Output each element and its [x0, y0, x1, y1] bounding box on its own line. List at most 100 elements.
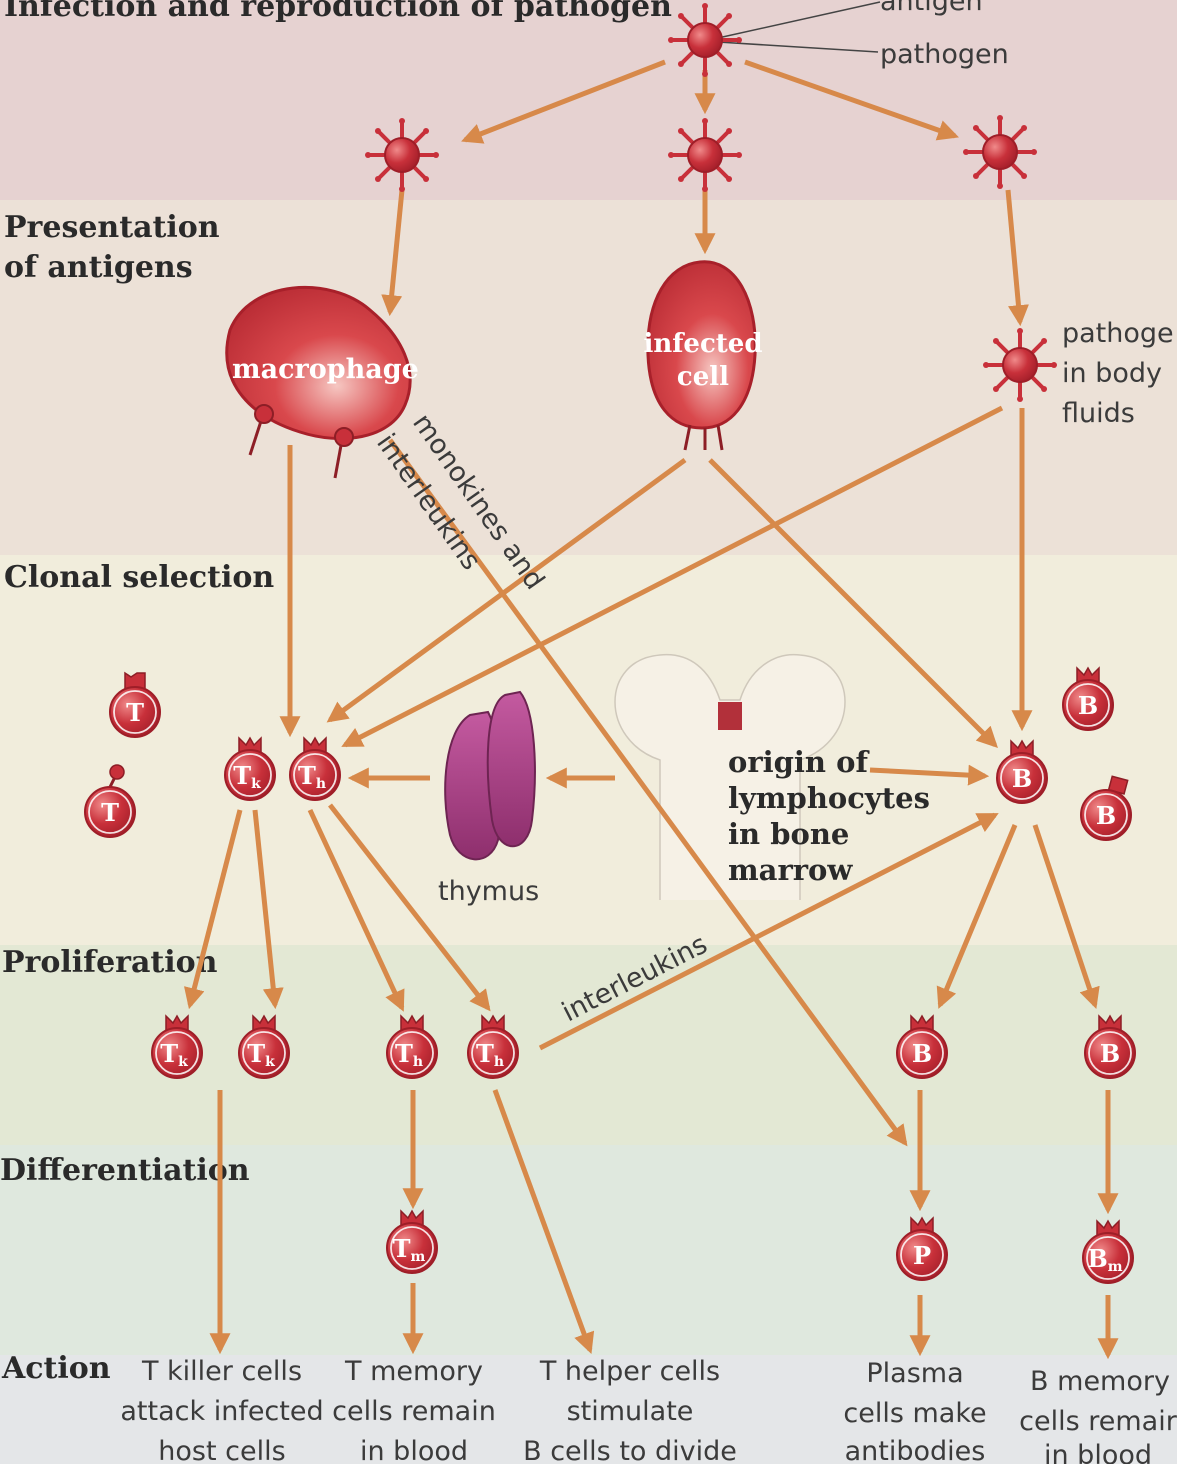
- arrow-th-prolif-1: [307, 808, 405, 1012]
- arrow-pathogen-left: [461, 59, 666, 144]
- action-killer-2: attack infected: [120, 1396, 323, 1427]
- bm-cell: Bm: [1082, 1219, 1134, 1284]
- infected-cell-label-1: infected: [643, 329, 762, 359]
- pathogen-mid-icon: [668, 118, 742, 192]
- action-texts: T killer cells attack infected host cell…: [120, 1356, 1177, 1464]
- arrow-to-macrophage: [381, 189, 405, 317]
- b-cell: B: [1062, 666, 1114, 731]
- band-action: [0, 1355, 1177, 1464]
- tm-cell-label: Tm: [393, 1234, 426, 1265]
- action-memory-b-3: in blood: [1044, 1440, 1152, 1464]
- action-helper-3: B cells to divide: [523, 1436, 737, 1464]
- b-cell-label: B: [912, 1039, 932, 1068]
- b-cell-label: B: [1078, 691, 1098, 720]
- action-killer-3: host cells: [158, 1436, 285, 1464]
- action-killer-1: T killer cells: [141, 1356, 302, 1387]
- plasma-cell: P: [896, 1216, 948, 1281]
- tk-cell-label: Tk: [160, 1039, 188, 1070]
- antigen-label: antigen: [880, 0, 983, 17]
- arrow-infected-th: [326, 457, 687, 723]
- tk-cell: Tk: [238, 1014, 290, 1079]
- action-helper-2: stimulate: [567, 1396, 694, 1427]
- th-cell-label: Th: [395, 1039, 423, 1070]
- t-cell-label: T: [101, 798, 119, 827]
- body-fluids-label-2: in body: [1062, 358, 1162, 389]
- band-differentiation: [0, 1145, 1177, 1355]
- arrow-pathogen-right: [744, 59, 959, 141]
- arrow-b-prolif-2: [1032, 824, 1100, 1009]
- band-title-clonal: Clonal selection: [4, 560, 274, 595]
- thymus-label: thymus: [438, 876, 539, 907]
- tk-cell-label: Tk: [247, 1039, 275, 1070]
- band-title-differentiation: Differentiation: [0, 1153, 250, 1188]
- th-cell: Th: [467, 1014, 519, 1079]
- band-title-infection: Infection and reproduction of pathogen: [4, 0, 672, 24]
- origin-label-4: marrow: [728, 853, 853, 887]
- arrow-marrow-b: [869, 764, 990, 786]
- b-cell-label: B: [1012, 764, 1032, 793]
- action-memory-b-2: cells remair: [1019, 1406, 1177, 1437]
- t-cell-label: T: [126, 698, 144, 727]
- b-cell-label: B: [1096, 801, 1116, 830]
- tk-cell-label: Tk: [233, 761, 261, 792]
- macrophage-cell: macrophage: [225, 285, 419, 479]
- bone-marrow-shape: [614, 653, 846, 900]
- action-plasma-2: cells make: [843, 1398, 986, 1429]
- band-title-proliferation: Proliferation: [2, 945, 218, 980]
- origin-label-2: lymphocytes: [728, 781, 930, 815]
- lymphocyte-group: T T Tk Th B B B Tk Tk Th Th B B Tm P Bm: [84, 666, 1136, 1284]
- arrow-interleukins-b: [538, 812, 999, 1051]
- t-cell: T: [109, 671, 161, 738]
- band-clonal-selection: [0, 555, 1177, 945]
- origin-label-3: in bone: [728, 817, 849, 851]
- thymus-organ: [444, 690, 536, 861]
- tm-cell: Tm: [386, 1209, 438, 1274]
- infected-cell-label-2: cell: [677, 362, 729, 392]
- arrow-monokines-plasma: [387, 438, 908, 1147]
- b-cell: B: [1084, 1014, 1136, 1079]
- antigen-pointer: [717, 1, 881, 39]
- action-plasma-1: Plasma: [866, 1358, 963, 1389]
- b-cell: B: [896, 1014, 948, 1079]
- arrow-tk-prolif-2: [252, 809, 284, 1010]
- action-memory-t-2: cells remain: [332, 1396, 496, 1427]
- pathogen-group: [365, 3, 1057, 402]
- band-title-presentation-1: Presentation: [4, 210, 220, 245]
- infected-cell: infected cell: [643, 260, 763, 451]
- arrows: [184, 59, 1119, 1360]
- bm-cell-label: Bm: [1087, 1244, 1122, 1275]
- band-title-action: Action: [1, 1351, 111, 1386]
- arrow-fluids-th: [341, 405, 1004, 748]
- body-fluids-label-3: fluids: [1062, 398, 1135, 429]
- pathogen-label: pathogen: [880, 39, 1009, 70]
- macrophage-label: macrophage: [232, 354, 419, 385]
- plasma-cell-label: P: [913, 1241, 931, 1270]
- th-cell: Th: [386, 1014, 438, 1079]
- pathogen-right-icon: [963, 115, 1037, 189]
- action-memory-b-1: B memory: [1030, 1366, 1170, 1397]
- arrow-tk-prolif-1: [184, 809, 243, 1010]
- pathogen-pointer: [717, 41, 879, 53]
- action-memory-t-3: in blood: [360, 1436, 468, 1464]
- body-fluids-label-1: pathoge: [1062, 318, 1174, 349]
- band-infection: [0, 0, 1177, 200]
- action-plasma-3: antibodies: [845, 1436, 986, 1464]
- b-cell-label: B: [1100, 1039, 1120, 1068]
- arrow-infected-b: [708, 458, 998, 748]
- t-cell: T: [84, 764, 136, 838]
- band-presentation: [0, 200, 1177, 555]
- arrow-to-body-fluids: [1005, 189, 1029, 327]
- action-helper-1: T helper cells: [539, 1356, 720, 1387]
- origin-label-1: origin of: [728, 745, 870, 779]
- tk-cell: Tk: [224, 736, 276, 801]
- pathogen-left-icon: [365, 118, 439, 192]
- b-cell: B: [996, 739, 1048, 804]
- arrow-th-action: [492, 1089, 595, 1354]
- th-cell: Th: [289, 736, 341, 801]
- band-title-presentation-2: of antigens: [4, 250, 193, 285]
- b-cell: B: [1080, 775, 1132, 841]
- tk-cell: Tk: [151, 1014, 203, 1079]
